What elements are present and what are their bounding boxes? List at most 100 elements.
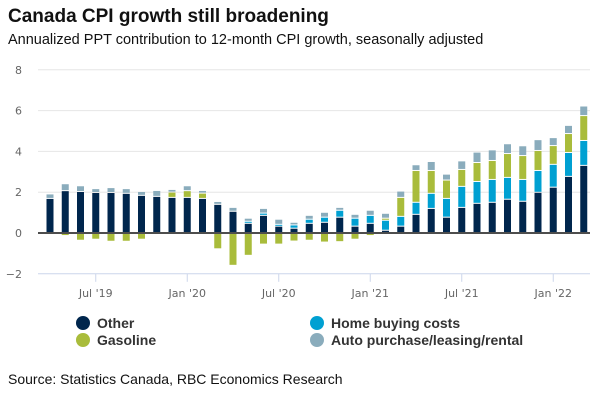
bar-home-buying-costs [549,164,557,187]
bar-other [336,217,344,233]
bar-other [61,191,69,233]
bar-other [122,193,130,233]
bar-other [260,215,267,233]
x-tick-label: Jul '21 [444,287,479,300]
bar-stack [549,138,557,233]
bar-other [275,226,283,233]
bar-gasoline [519,156,527,179]
bar-stack [229,207,237,265]
bar-other [397,226,405,233]
x-axis: Jul '19 Jan '20 Jul '20 Jan '21 Jul '21 Jan '… [78,273,572,300]
bar-other [229,211,237,233]
bar-auto-purchase-leasing-rental [458,161,466,169]
bar-gasoline [244,233,252,255]
legend-item-gasoline[interactable]: Gasoline [76,332,156,348]
bar-other [168,197,176,233]
bar-stack [260,208,267,244]
bar-gasoline [290,233,298,241]
bar-auto-purchase-leasing-rental [122,189,130,193]
bar-home-buying-costs [244,221,252,223]
y-tick-label: 0 [15,227,22,240]
bar-home-buying-costs [488,179,496,202]
legend-item-auto-purchase[interactable]: Auto purchase/leasing/rental [310,332,523,348]
bar-auto-purchase-leasing-rental [397,191,405,197]
bar-stack [504,144,511,233]
bar-auto-purchase-leasing-rental [244,218,252,221]
bar-other [473,203,481,233]
legend-item-other[interactable]: Other [76,315,134,331]
bar-other [504,199,511,233]
bar-home-buying-costs [427,193,435,208]
y-tick-label: 4 [15,145,22,158]
bar-gasoline [214,233,222,249]
bar-auto-purchase-leasing-rental [488,150,496,160]
bar-stack [321,212,328,242]
bar-other [565,176,572,233]
bar-gasoline [458,169,466,186]
bar-other [183,197,191,233]
bar-gasoline [92,233,100,239]
bar-stack [183,186,191,233]
bar-stack [534,140,542,233]
legend-item-home-buying-costs[interactable]: Home buying costs [310,315,460,331]
bar-stack [458,161,466,233]
bar-home-buying-costs [458,186,466,207]
bar-auto-purchase-leasing-rental [61,184,69,191]
bar-other [412,214,420,233]
bar-other [351,226,359,233]
bar-home-buying-costs [504,177,511,199]
bar-stack [199,190,206,233]
bar-stack [168,189,176,233]
bar-stack [138,191,145,239]
bar-auto-purchase-leasing-rental [504,144,511,154]
chart-title: Canada CPI growth still broadening [8,6,329,27]
legend-marker [310,316,324,330]
bar-stack [473,152,481,233]
bar-home-buying-costs [519,179,527,201]
bar-stack [519,146,527,233]
bar-auto-purchase-leasing-rental [138,191,145,195]
bar-other [290,228,298,233]
bar-gasoline [275,233,283,244]
bar-home-buying-costs [443,198,450,217]
bar-auto-purchase-leasing-rental [260,208,267,213]
bar-auto-purchase-leasing-rental [290,222,298,225]
y-tick-label: 2 [15,186,22,199]
bar-other [92,192,100,233]
bar-auto-purchase-leasing-rental [321,212,328,217]
bar-other [153,196,161,233]
legend-marker [310,333,324,347]
bar-stack [412,165,420,233]
bar-auto-purchase-leasing-rental [519,146,527,156]
bar-stack [351,214,359,239]
bar-auto-purchase-leasing-rental [382,213,389,218]
bar-gasoline [305,233,313,240]
bar-stack [366,210,374,236]
bar-other [214,204,222,233]
bar-auto-purchase-leasing-rental [443,174,450,180]
source-note: Source: Statistics Canada, RBC Economics… [8,371,343,387]
bar-stack [397,191,405,233]
chart-subtitle: Annualized PPT contribution to 12-month … [8,32,484,48]
bar-other [46,198,54,233]
bar-stack [427,161,435,233]
bar-stack [443,174,450,233]
bar-auto-purchase-leasing-rental [77,186,84,191]
bar-stack [244,218,252,255]
bar-gasoline [412,170,420,202]
bar-auto-purchase-leasing-rental [183,186,191,191]
x-tick-label: Jan '22 [534,287,572,300]
bar-auto-purchase-leasing-rental [549,138,557,146]
bar-home-buying-costs [366,215,374,223]
legend-marker [76,316,90,330]
legend: Other Gasoline Home buying costs Auto pu… [76,315,596,355]
bar-stack [153,190,161,233]
bar-other [534,192,542,233]
bar-other [443,217,450,233]
bar-stack [61,184,69,236]
bar-gasoline [138,233,145,239]
bar-other [519,201,527,233]
bar-gasoline [183,191,191,197]
bar-stack [382,213,389,233]
bar-stack [92,189,100,239]
